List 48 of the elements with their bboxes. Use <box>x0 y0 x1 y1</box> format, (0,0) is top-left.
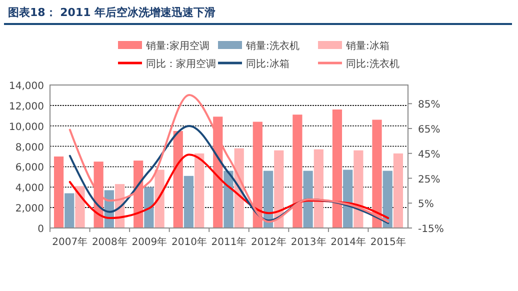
bar <box>343 170 353 228</box>
bar <box>173 130 183 228</box>
y2-tick-label: -15% <box>418 224 444 235</box>
bar <box>382 170 392 228</box>
y2-tick-label: 45% <box>418 149 440 160</box>
y-tick-label: 0 <box>38 224 44 235</box>
bar <box>393 153 404 228</box>
bar <box>274 150 284 228</box>
x-tick-label: 2013年 <box>290 236 326 248</box>
bar <box>184 176 194 228</box>
bar <box>194 153 204 228</box>
y2-tick-label: 5% <box>418 199 434 210</box>
x-tick-label: 2008年 <box>92 236 128 248</box>
legend-label: 同比：家用空调 <box>146 58 216 70</box>
y2-tick-label: 25% <box>418 174 440 186</box>
line-series <box>68 154 390 220</box>
legend-label: 销量:家用空调 <box>145 40 210 52</box>
y-tick-label: 10,000 <box>9 122 44 133</box>
y-tick-label: 8,000 <box>15 142 44 154</box>
bar <box>54 156 64 228</box>
legend-label: 同比:洗衣机 <box>346 58 400 70</box>
y-tick-label: 12,000 <box>9 101 44 112</box>
y-tick-label: 6,000 <box>15 162 44 174</box>
x-tick-label: 2014年 <box>330 236 366 248</box>
bar <box>64 193 74 228</box>
y-tick-label: 14,000 <box>9 81 44 92</box>
x-tick-label: 2011年 <box>211 236 247 248</box>
bar <box>154 170 164 228</box>
x-tick-label: 2009年 <box>132 236 168 248</box>
bar <box>75 186 85 228</box>
line-series <box>68 125 390 224</box>
x-tick-label: 2007年 <box>52 236 88 248</box>
x-tick-label: 2015年 <box>370 236 406 248</box>
y2-tick-label: 65% <box>418 124 440 136</box>
y2-tick-label: 85% <box>418 100 440 111</box>
bar <box>303 170 313 228</box>
legend-label: 销量:洗衣机 <box>245 40 300 52</box>
x-tick-label: 2010年 <box>171 236 207 248</box>
bar <box>224 170 234 228</box>
legend-label: 销量:冰箱 <box>345 40 390 52</box>
chart-title: 图表18： 2011 年后空冰洗增速迅速下滑 <box>8 6 216 19</box>
x-tick-label: 2012年 <box>251 236 287 248</box>
bar <box>144 187 154 228</box>
y-tick-label: 4,000 <box>15 183 44 194</box>
bar <box>354 150 364 228</box>
y-tick-label: 2,000 <box>15 204 44 215</box>
bar <box>314 149 324 228</box>
legend-label: 同比:冰箱 <box>246 58 290 70</box>
